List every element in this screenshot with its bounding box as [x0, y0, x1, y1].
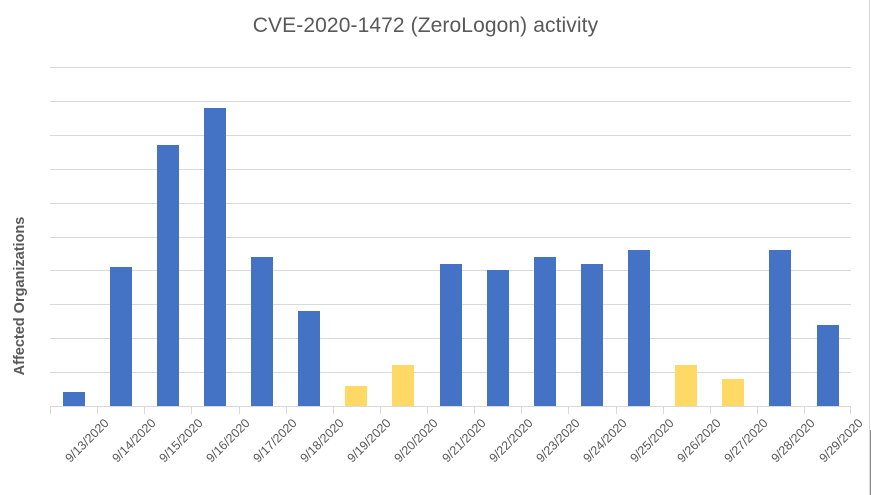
x-axis-tick	[238, 407, 286, 414]
bar[interactable]	[722, 378, 745, 406]
bars-layer	[50, 67, 851, 406]
gridline	[50, 100, 851, 102]
bar-slot	[757, 67, 804, 406]
bar[interactable]	[345, 385, 368, 406]
x-axis-tick	[427, 407, 474, 414]
chart-title: CVE-2020-1472 (ZeroLogon) activity	[252, 14, 599, 37]
bar[interactable]	[109, 267, 132, 406]
bar[interactable]	[486, 270, 509, 406]
x-axis-tick	[662, 407, 710, 414]
bar-slot	[333, 67, 380, 406]
x-axis-tick	[332, 407, 380, 414]
bar-slot	[380, 67, 427, 406]
bar[interactable]	[769, 250, 792, 406]
x-axis-label-cell: 9/21/2020	[427, 414, 488, 494]
x-axis-labels: 9/13/2020 9/14/2020 9/15/2020 9/16/2020 9/17…	[50, 414, 865, 494]
x-axis-tick	[97, 407, 144, 414]
x-axis-label-cell: 9/16/2020	[191, 414, 252, 494]
x-axis-tick	[521, 407, 568, 414]
x-axis-label-cell: 9/28/2020	[757, 414, 818, 494]
bar[interactable]	[62, 392, 85, 406]
gridline	[50, 67, 851, 68]
x-axis-tick	[50, 407, 97, 414]
x-axis-label-cell: 9/27/2020	[710, 414, 771, 494]
bar[interactable]	[156, 144, 179, 406]
x-axis-tick	[568, 407, 615, 414]
x-axis-tick	[709, 407, 757, 414]
bar-slot	[616, 67, 663, 406]
x-axis-tick	[756, 407, 804, 414]
x-axis-tick	[285, 407, 333, 414]
plot-area	[50, 67, 851, 406]
gridline	[50, 202, 851, 204]
x-axis-label-cell: 9/18/2020	[286, 414, 347, 494]
x-axis-tick	[615, 407, 663, 414]
y-axis-title-text: Affected Organizations	[12, 216, 28, 376]
x-axis-label-cell: 9/19/2020	[333, 414, 394, 494]
bar[interactable]	[203, 107, 226, 406]
bar[interactable]	[439, 263, 462, 406]
x-axis-tick	[474, 407, 521, 414]
x-axis-label-cell: 9/13/2020	[50, 414, 111, 494]
bar[interactable]	[298, 311, 321, 406]
gridline	[50, 236, 851, 238]
bar-slot	[521, 67, 568, 406]
gridline	[50, 168, 851, 170]
bar-slot	[97, 67, 144, 406]
x-axis-label-cell: 9/22/2020	[474, 414, 535, 494]
bar-slot	[710, 67, 757, 406]
x-axis-label-cell: 9/23/2020	[521, 414, 582, 494]
x-axis-label: 9/29/2020	[816, 416, 866, 466]
bar-slot	[239, 67, 286, 406]
gridline	[50, 134, 851, 136]
bar-slot	[144, 67, 191, 406]
x-axis-label-cell: 9/29/2020	[804, 414, 865, 494]
bar-slot	[427, 67, 474, 406]
x-axis-tick	[804, 407, 851, 414]
bar[interactable]	[580, 263, 603, 406]
bar-slot	[663, 67, 710, 406]
x-axis-line	[50, 406, 851, 407]
x-axis-label-cell: 9/25/2020	[616, 414, 677, 494]
bar[interactable]	[816, 324, 839, 406]
x-axis-ticks	[50, 407, 851, 414]
bar[interactable]	[533, 256, 556, 406]
x-axis-tick	[379, 407, 427, 414]
x-axis-label-cell: 9/20/2020	[380, 414, 441, 494]
bar[interactable]	[251, 256, 274, 406]
window-frame-edge	[869, 0, 870, 495]
bar-slot	[568, 67, 615, 406]
bar[interactable]	[628, 250, 651, 406]
x-axis-label-cell: 9/26/2020	[663, 414, 724, 494]
x-axis-label-cell: 9/14/2020	[97, 414, 158, 494]
bar-slot	[50, 67, 97, 406]
x-axis-tick-end	[850, 407, 851, 414]
bar[interactable]	[392, 365, 415, 406]
bar-slot	[191, 67, 238, 406]
x-axis-tick	[144, 407, 191, 414]
x-axis-label-cell: 9/17/2020	[239, 414, 300, 494]
bar-slot	[474, 67, 521, 406]
x-axis-label-cell: 9/24/2020	[568, 414, 629, 494]
bar[interactable]	[675, 365, 698, 406]
y-axis-title: Affected Organizations	[9, 196, 31, 396]
x-axis-tick	[191, 407, 238, 414]
bar-slot	[804, 67, 851, 406]
x-axis-label-cell: 9/15/2020	[144, 414, 205, 494]
bar-slot	[286, 67, 333, 406]
